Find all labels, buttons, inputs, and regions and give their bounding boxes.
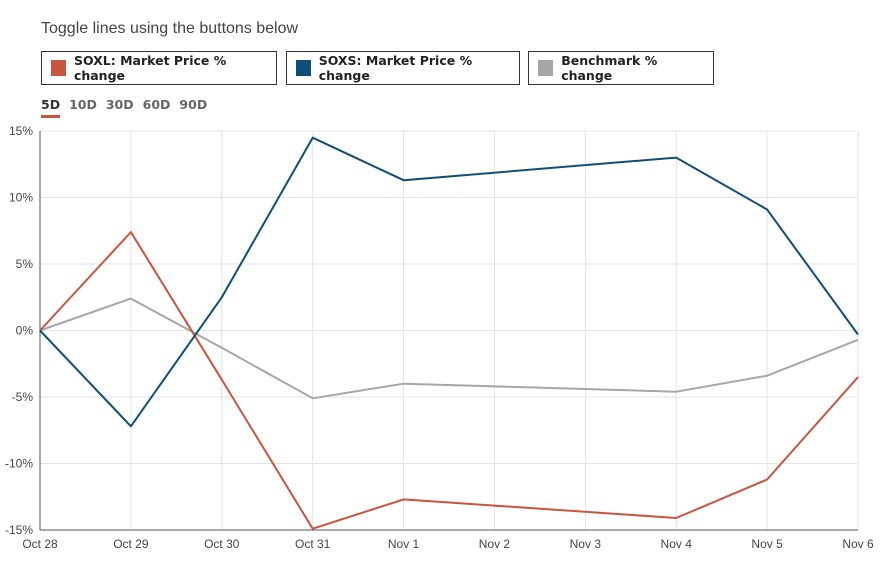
x-tick-label: Nov 3: [570, 537, 602, 551]
legend-toggle-benchmark[interactable]: Benchmark % change: [528, 51, 714, 85]
legend-label-benchmark: Benchmark % change: [561, 53, 658, 83]
x-tick-label: Oct 31: [295, 537, 331, 551]
y-tick-label: 10%: [9, 191, 33, 205]
y-tick-label: 0%: [16, 324, 34, 338]
y-tick-label: 15%: [9, 124, 33, 138]
x-tick-label: Nov 4: [661, 537, 693, 551]
x-tick-label: Oct 29: [113, 537, 149, 551]
period-10d[interactable]: 10D: [69, 97, 97, 112]
x-tick-label: Oct 28: [22, 537, 58, 551]
y-tick-label: 5%: [16, 257, 34, 271]
legend-label-soxl: SOXL: Market Price % change: [73, 53, 227, 83]
x-tick-label: Nov 2: [479, 537, 511, 551]
x-tick-label: Nov 5: [751, 537, 783, 551]
benchmark-color-swatch-icon: [538, 60, 554, 76]
period-90d[interactable]: 90D: [179, 97, 208, 112]
x-tick-label: Nov 1: [388, 537, 420, 551]
x-tick-label: Nov 6: [842, 537, 874, 551]
chart-instructions: Toggle lines using the buttons below: [41, 20, 299, 37]
period-30d[interactable]: 30D: [105, 97, 134, 112]
series-line-soxs: [39, 136, 859, 428]
y-tick-label: -5%: [12, 390, 34, 404]
series-line-soxl: [39, 231, 859, 530]
series-line-benchmark: [39, 297, 859, 400]
legend-toggle-soxl[interactable]: SOXL: Market Price % change: [41, 51, 277, 85]
legend-label-soxs: SOXS: Market Price % change: [318, 53, 473, 83]
period-60d[interactable]: 60D: [142, 97, 171, 112]
y-tick-label: -15%: [5, 523, 33, 537]
legend-toggle-soxs[interactable]: SOXS: Market Price % change: [286, 51, 520, 85]
period-5d[interactable]: 5D: [41, 97, 61, 118]
x-tick-label: Oct 30: [204, 537, 240, 551]
period-selector: 5D 10D 30D 60D 90D: [41, 97, 207, 118]
soxs-color-swatch-icon: [296, 60, 311, 76]
y-tick-label: -10%: [5, 457, 33, 471]
soxl-color-swatch-icon: [51, 60, 66, 76]
